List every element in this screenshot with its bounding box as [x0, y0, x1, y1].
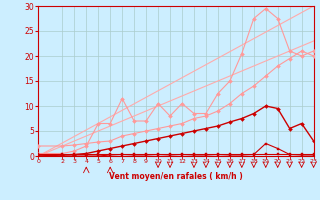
X-axis label: Vent moyen/en rafales ( km/h ): Vent moyen/en rafales ( km/h )	[109, 172, 243, 181]
